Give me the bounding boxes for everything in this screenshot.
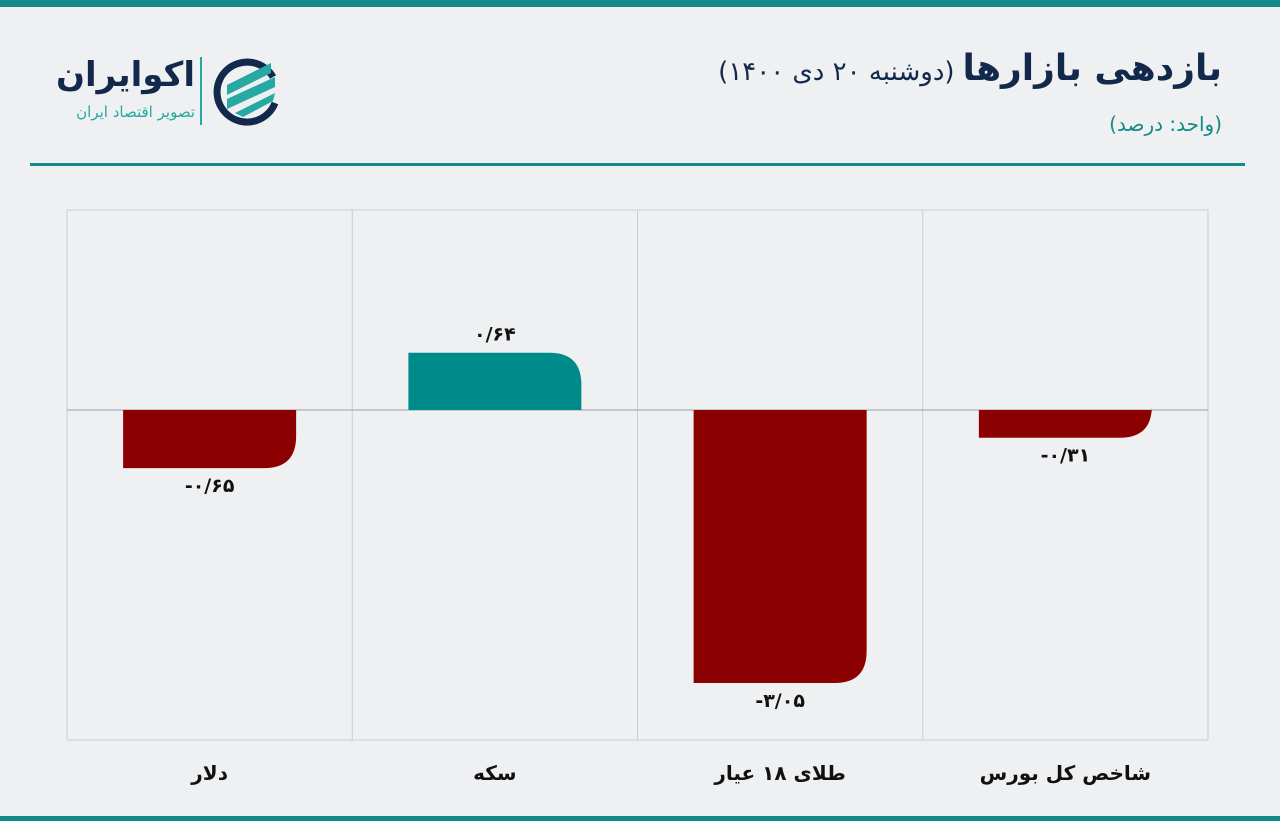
bar bbox=[978, 405, 1152, 438]
bar bbox=[408, 352, 582, 410]
data-label: -۰/۶۵ bbox=[185, 475, 235, 497]
title-main: بازدهی بازارها bbox=[962, 48, 1222, 89]
title-date: (دوشنبه ۲۰ دی ۱۴۰۰) bbox=[718, 57, 955, 87]
bar bbox=[123, 410, 297, 469]
category-label: شاخص کل بورس bbox=[980, 761, 1151, 785]
logo-tagline: تصویر اقتصاد ایران bbox=[76, 103, 195, 121]
top-accent-bar bbox=[0, 0, 1280, 7]
unit-label: (واحد: درصد) bbox=[1109, 112, 1222, 136]
chart-title: بازدهی بازارها(دوشنبه ۲۰ دی ۱۴۰۰) bbox=[718, 48, 1222, 89]
bottom-accent-bar bbox=[0, 816, 1280, 821]
logo: اکوایران تصویر اقتصاد ایران bbox=[30, 55, 290, 130]
logo-name: اکوایران bbox=[56, 55, 195, 95]
header-divider bbox=[30, 163, 1245, 166]
category-label: دلار bbox=[190, 761, 228, 785]
logo-divider bbox=[200, 57, 202, 125]
logo-mark-icon bbox=[213, 58, 279, 126]
data-label: -۰/۳۱ bbox=[1041, 445, 1091, 467]
category-label: طلای ۱۸ عیار bbox=[713, 761, 846, 785]
bar bbox=[693, 410, 867, 683]
data-label: -۳/۰۵ bbox=[755, 690, 805, 712]
category-label: سکه bbox=[473, 761, 516, 785]
data-label: ۰/۶۴ bbox=[474, 324, 516, 346]
